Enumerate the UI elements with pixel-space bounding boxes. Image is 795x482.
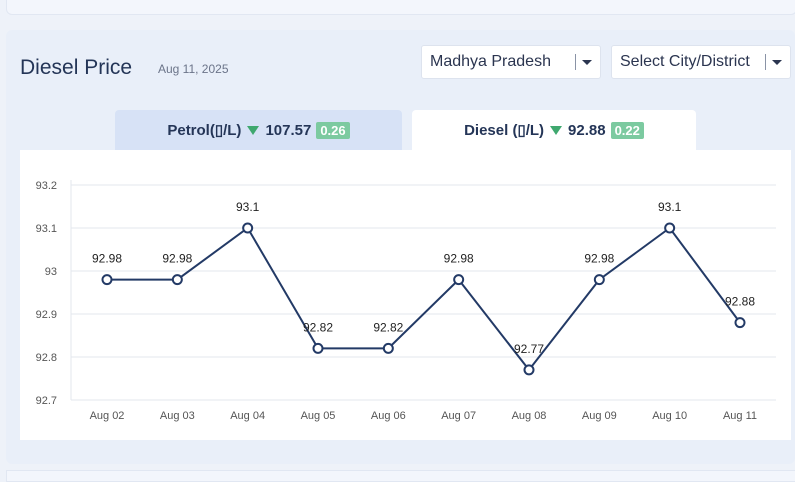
x-tick-label: Aug 03 bbox=[160, 410, 195, 422]
price-date: Aug 11, 2025 bbox=[158, 62, 229, 76]
y-tick-label: 93 bbox=[45, 266, 57, 278]
data-label: 92.98 bbox=[444, 252, 474, 266]
data-label: 92.82 bbox=[303, 320, 333, 334]
state-select[interactable]: Madhya Pradesh bbox=[421, 45, 601, 79]
x-tick-label: Aug 08 bbox=[512, 410, 547, 422]
chevron-down-icon bbox=[582, 59, 592, 65]
data-point bbox=[593, 274, 605, 286]
tab-petrol-price: 107.57 bbox=[265, 121, 312, 139]
x-tick-label: Aug 02 bbox=[90, 410, 125, 422]
tab-diesel-label: Diesel (▯/L) bbox=[464, 122, 545, 139]
data-label: 92.98 bbox=[162, 252, 192, 266]
x-tick-label: Aug 09 bbox=[582, 410, 617, 422]
data-label: 92.88 bbox=[725, 295, 755, 309]
data-point bbox=[382, 342, 394, 354]
price-down-icon bbox=[247, 125, 260, 135]
series-line bbox=[107, 226, 741, 372]
data-point bbox=[101, 274, 113, 286]
data-label: 92.82 bbox=[373, 320, 403, 334]
x-tick-label: Aug 10 bbox=[652, 410, 687, 422]
data-label: 92.98 bbox=[92, 252, 122, 266]
city-select-value: Select City/District bbox=[620, 53, 750, 70]
data-point bbox=[312, 342, 324, 354]
data-label: 93.1 bbox=[658, 200, 682, 214]
tab-petrol-change-badge: 0.26 bbox=[316, 121, 350, 139]
tab-diesel-price: 92.88 bbox=[568, 121, 606, 139]
chevron-down-icon bbox=[772, 59, 782, 65]
data-point bbox=[171, 274, 183, 286]
data-point bbox=[734, 317, 746, 329]
x-tick-label: Aug 05 bbox=[301, 410, 336, 422]
city-select-divider bbox=[765, 54, 766, 70]
top-panel-edge bbox=[6, 0, 795, 15]
data-label: 92.77 bbox=[514, 342, 544, 356]
data-point bbox=[242, 222, 254, 234]
x-tick-label: Aug 11 bbox=[723, 410, 757, 422]
city-select[interactable]: Select City/District bbox=[611, 45, 791, 79]
page-title: Diesel Price bbox=[20, 56, 133, 79]
data-point bbox=[453, 274, 465, 286]
tab-diesel[interactable]: Diesel (▯/L) 92.88 0.22 bbox=[412, 110, 696, 150]
x-tick-label: Aug 07 bbox=[441, 410, 476, 422]
y-tick-label: 92.7 bbox=[36, 395, 57, 407]
y-tick-label: 93.2 bbox=[36, 180, 57, 192]
state-select-divider bbox=[575, 54, 576, 70]
state-select-value: Madhya Pradesh bbox=[430, 53, 551, 70]
tab-petrol[interactable]: Petrol(▯/L) 107.57 0.26 bbox=[115, 110, 402, 150]
y-tick-label: 92.8 bbox=[36, 352, 57, 364]
y-tick-label: 92.9 bbox=[36, 309, 57, 321]
price-down-icon bbox=[550, 125, 563, 135]
x-tick-label: Aug 06 bbox=[371, 410, 406, 422]
y-tick-label: 93.1 bbox=[36, 223, 57, 235]
data-label: 93.1 bbox=[236, 200, 260, 214]
x-tick-label: Aug 04 bbox=[230, 410, 265, 422]
data-point bbox=[523, 364, 535, 376]
data-point bbox=[664, 222, 676, 234]
data-label: 92.98 bbox=[584, 252, 614, 266]
bottom-panel-edge bbox=[6, 470, 795, 482]
chart-panel: 92.7 92.8 92.9 93 93.1 93.2 Aug 02 Aug 03 Aug 04… bbox=[20, 150, 791, 440]
tab-petrol-label: Petrol(▯/L) bbox=[167, 122, 242, 139]
price-line-chart: 92.7 92.8 92.9 93 93.1 93.2 Aug 02 Aug 03 Aug 04… bbox=[36, 180, 776, 422]
tab-diesel-change-badge: 0.22 bbox=[610, 121, 644, 139]
